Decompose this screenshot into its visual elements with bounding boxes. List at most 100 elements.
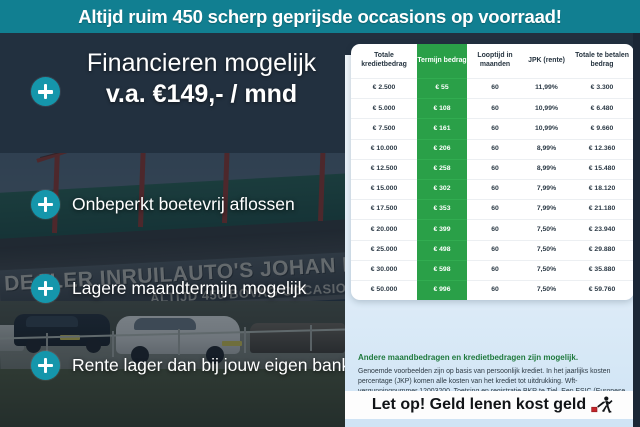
warning-bar: Let op! Geld lenen kost geld bbox=[345, 391, 640, 419]
rate-table-header-row: Totale kredietbedrag Termijn bedrag Loop… bbox=[351, 44, 634, 79]
rate-table-cell: 60 bbox=[467, 138, 523, 160]
rate-table-row: € 10.000 € 206 60 8,99% € 12.360 bbox=[351, 138, 634, 160]
rate-table-cell: 60 bbox=[467, 158, 523, 180]
rate-table-row: € 30.000 € 598 60 7,50% € 35.880 bbox=[351, 259, 634, 281]
rate-table-cell: € 12.500 bbox=[351, 158, 417, 180]
rate-table-header-cell: Totale te betalen bedrag bbox=[575, 52, 629, 68]
rate-table-cell: € 10.000 bbox=[351, 138, 417, 160]
rate-table-cell: € 12.360 bbox=[570, 138, 634, 160]
rate-table-cell: € 996 bbox=[417, 279, 467, 301]
rate-table-header-cell: JPK (rente) bbox=[528, 56, 565, 64]
rate-table-cell: € 17.500 bbox=[351, 199, 417, 220]
rate-table-cell: € 353 bbox=[417, 199, 467, 220]
rate-table-cell: € 6.480 bbox=[570, 98, 634, 119]
promo-headline-line1: Financieren mogelijk bbox=[86, 49, 317, 77]
plus-icon bbox=[31, 350, 60, 380]
rate-table-cell: 7,99% bbox=[523, 199, 570, 220]
rate-table-header-cell: Looptijd in maanden bbox=[477, 52, 513, 68]
rate-table-cell: 60 bbox=[467, 77, 523, 99]
rate-table-card: Totale kredietbedrag Termijn bedrag Loop… bbox=[351, 44, 634, 301]
rate-table-cell: 60 bbox=[467, 259, 523, 281]
disclaimer-title: Andere maandbedragen en kredietbedragen … bbox=[358, 353, 579, 362]
rate-table-cell: € 206 bbox=[417, 138, 467, 160]
rate-table-row: € 7.500 € 161 60 10,99% € 9.660 bbox=[351, 118, 634, 140]
rate-table-cell: 8,99% bbox=[523, 138, 570, 160]
top-promo-banner: Altijd ruim 450 scherp geprijsde occasio… bbox=[0, 0, 640, 33]
rate-table-cell: € 29.880 bbox=[570, 239, 634, 261]
rate-table-cell: 7,50% bbox=[523, 279, 570, 301]
rate-table-cell: € 35.880 bbox=[570, 259, 634, 281]
promo-bullet-maandtermijn: Lagere maandtermijn mogelijk bbox=[31, 273, 306, 303]
rate-table-cell: € 50.000 bbox=[351, 279, 417, 301]
rate-table-cell: € 25.000 bbox=[351, 239, 417, 261]
rate-table: Totale kredietbedrag Termijn bedrag Loop… bbox=[351, 44, 634, 301]
rate-table-cell: € 9.660 bbox=[570, 118, 634, 140]
rate-table-row: € 5.000 € 108 60 10,99% € 6.480 bbox=[351, 98, 634, 119]
rate-table-cell: € 59.760 bbox=[570, 279, 634, 301]
rate-table-cell: 7,99% bbox=[523, 178, 570, 200]
rate-table-cell: € 258 bbox=[417, 158, 467, 180]
rate-table-cell: € 30.000 bbox=[351, 259, 417, 281]
rate-table-cell: 7,50% bbox=[523, 259, 570, 281]
promo-headline: Financieren mogelijk v.a. €149,- / mnd bbox=[64, 49, 339, 109]
rate-table-cell: 60 bbox=[467, 178, 523, 200]
promo-content: Financieren mogelijk v.a. €149,- / mnd O… bbox=[0, 33, 350, 427]
rate-table-cell: € 5.000 bbox=[351, 98, 417, 119]
dealership-photo: DEALER INRUILAUTO'S JOHAN MEURE ALTIJD 4… bbox=[0, 33, 345, 427]
rate-table-header-cell: Totale kredietbedrag bbox=[361, 52, 407, 68]
rate-table-cell: € 7.500 bbox=[351, 118, 417, 140]
rate-table-cell: 60 bbox=[467, 279, 523, 301]
running-man-icon bbox=[591, 396, 613, 415]
rate-table-row: € 17.500 € 353 60 7,99% € 21.180 bbox=[351, 199, 634, 220]
rate-table-cell: 10,99% bbox=[523, 98, 570, 119]
rate-table-header-cell: Termijn bedrag bbox=[417, 44, 467, 79]
dealership-photo-panel: DEALER INRUILAUTO'S JOHAN MEURE ALTIJD 4… bbox=[0, 33, 345, 427]
rate-table-cell: € 302 bbox=[417, 178, 467, 200]
rate-table-cell: € 55 bbox=[417, 77, 467, 99]
rate-table-cell: 60 bbox=[467, 199, 523, 220]
rate-table-cell: 7,50% bbox=[523, 239, 570, 261]
rate-table-cell: € 20.000 bbox=[351, 219, 417, 240]
rate-table-cell: € 21.180 bbox=[570, 199, 634, 220]
rate-table-row: € 2.500 € 55 60 11,99% € 3.300 bbox=[351, 77, 634, 99]
rate-table-cell: € 399 bbox=[417, 219, 467, 240]
rate-table-row: € 12.500 € 258 60 8,99% € 15.480 bbox=[351, 158, 634, 180]
rate-table-cell: € 2.500 bbox=[351, 77, 417, 99]
rate-table-cell: 60 bbox=[467, 118, 523, 140]
rate-table-cell: € 108 bbox=[417, 98, 467, 119]
rate-table-cell: 60 bbox=[467, 239, 523, 261]
rate-table-cell: € 161 bbox=[417, 118, 467, 140]
rate-table-row: € 50.000 € 996 60 7,50% € 59.760 bbox=[351, 279, 634, 301]
plus-icon bbox=[31, 189, 60, 219]
promo-bullet-label: Rente lager dan bij jouw eigen bank bbox=[72, 354, 351, 375]
rate-table-cell: € 15.480 bbox=[570, 158, 634, 180]
rate-table-row: € 25.000 € 498 60 7,50% € 29.880 bbox=[351, 239, 634, 261]
plus-icon bbox=[31, 273, 60, 303]
rate-table-cell: 8,99% bbox=[523, 158, 570, 180]
promo-bullet-label: Onbeperkt boetevrij aflossen bbox=[72, 193, 295, 214]
rate-table-cell: € 3.300 bbox=[570, 77, 634, 99]
rate-table-cell: € 23.940 bbox=[570, 219, 634, 240]
panel-right-edge bbox=[633, 33, 640, 427]
rate-table-cell: 10,99% bbox=[523, 118, 570, 140]
rate-table-cell: 60 bbox=[467, 219, 523, 240]
rate-table-cell: € 15.000 bbox=[351, 178, 417, 200]
promo-bullet-rente: Rente lager dan bij jouw eigen bank bbox=[31, 350, 350, 380]
warning-text: Let op! Geld lenen kost geld bbox=[371, 396, 587, 413]
rate-table-cell: 7,50% bbox=[523, 219, 570, 240]
rate-table-cell: € 498 bbox=[417, 239, 467, 261]
promo-bullet-aflossen: Onbeperkt boetevrij aflossen bbox=[31, 189, 295, 219]
rates-panel: Totale kredietbedrag Termijn bedrag Loop… bbox=[345, 33, 640, 427]
rate-table-body: € 2.500 € 55 60 11,99% € 3.300 € 5.000 € 108 60… bbox=[351, 77, 634, 301]
promo-headline-line2: v.a. €149,- / mnd bbox=[105, 80, 298, 108]
rate-table-row: € 15.000 € 302 60 7,99% € 18.120 bbox=[351, 178, 634, 200]
rate-table-cell: 60 bbox=[467, 98, 523, 119]
rate-table-cell: € 598 bbox=[417, 259, 467, 281]
rate-table-cell: 11,99% bbox=[523, 77, 570, 99]
rate-table-cell: € 18.120 bbox=[570, 178, 634, 200]
promo-bullet-label: Lagere maandtermijn mogelijk bbox=[72, 277, 307, 298]
top-promo-banner-text: Altijd ruim 450 scherp geprijsde occasio… bbox=[78, 5, 562, 27]
rate-table-row: € 20.000 € 399 60 7,50% € 23.940 bbox=[351, 219, 634, 240]
plus-icon bbox=[31, 77, 60, 106]
